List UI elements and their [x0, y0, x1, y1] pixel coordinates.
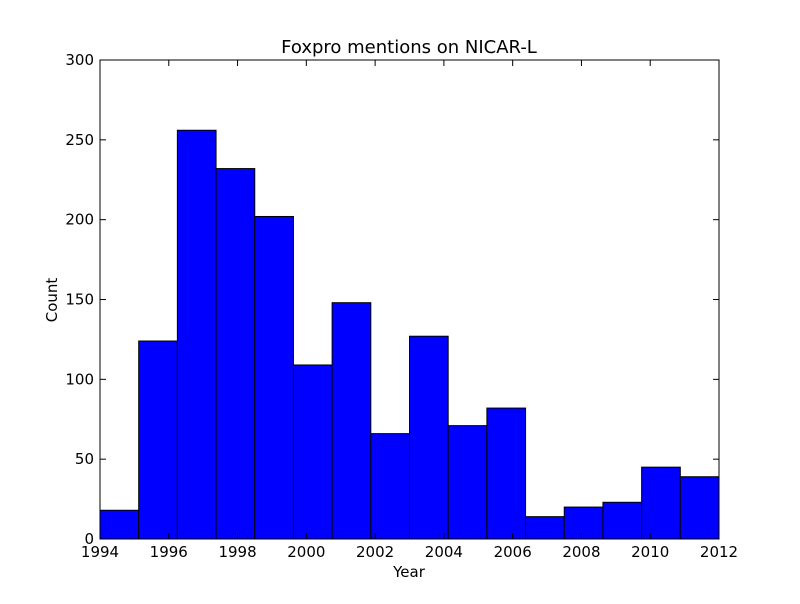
x-tick-label: 2006: [494, 543, 532, 561]
bars-group: [99, 129, 720, 540]
histogram-bar: [215, 168, 256, 540]
y-tick-label: 250: [65, 131, 94, 149]
histogram-bar: [679, 476, 720, 540]
y-axis-label: Count: [43, 278, 61, 323]
y-tick-label: 200: [65, 211, 94, 229]
y-tick-label: 50: [75, 450, 94, 468]
x-tick-label: 1994: [81, 543, 119, 561]
chart-title: Foxpro mentions on NICAR-L: [281, 37, 537, 58]
x-tick-label: 2012: [700, 543, 738, 561]
histogram-bar: [525, 516, 565, 540]
histogram-bar: [99, 509, 140, 540]
histogram-bar: [447, 425, 488, 540]
histogram-bar: [254, 215, 294, 540]
histogram-bar: [602, 501, 643, 540]
x-tick-label: 2002: [356, 543, 394, 561]
y-tick-label: 150: [65, 291, 94, 309]
histogram-bar: [409, 335, 449, 540]
y-tick-label: 0: [84, 530, 94, 548]
histogram-bar: [331, 302, 372, 540]
x-tick-label: 1998: [218, 543, 256, 561]
histogram-bar: [292, 364, 333, 540]
x-tick-label: 1996: [150, 543, 188, 561]
histogram-bar: [641, 466, 681, 540]
y-tick-label: 100: [65, 370, 94, 388]
x-tick-label: 2004: [425, 543, 463, 561]
y-tick-label: 300: [65, 51, 94, 69]
x-tick-label: 2010: [631, 543, 669, 561]
ticks-group: 1994 1996 1998 2000 2002 2004 2006 2008 2010 2012…: [65, 51, 738, 561]
histogram-bar: [370, 433, 410, 540]
histogram-bar: [486, 407, 527, 540]
histogram-bar: [563, 506, 604, 540]
plot-frame: [99, 59, 720, 540]
x-tick-label: 2000: [287, 543, 325, 561]
histogram-bar: [138, 340, 178, 540]
histogram-bar: [176, 129, 217, 540]
x-axis-label: Year: [392, 563, 426, 581]
x-tick-label: 2008: [562, 543, 600, 561]
